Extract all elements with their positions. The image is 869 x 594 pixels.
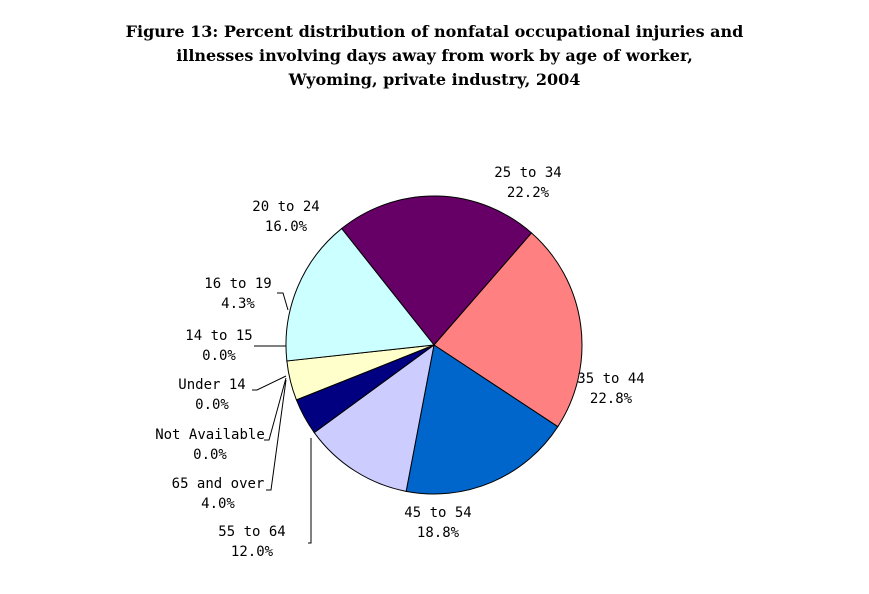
slice-label-value: 22.2% <box>507 185 550 201</box>
slice-label-name: 45 to 54 <box>404 505 471 521</box>
slice-label-name: Under 14 <box>178 377 245 393</box>
leader-line-16-to-19 <box>277 292 289 311</box>
slice-label-not-available: Not Available 0.0% <box>155 427 265 463</box>
slice-label-name: 16 to 19 <box>204 276 271 292</box>
slice-label-45-to-54: 45 to 54 18.8% <box>404 505 471 541</box>
pie-slice-20-to-24 <box>285 227 435 362</box>
slice-label-value: 18.8% <box>417 525 460 541</box>
slice-label-value: 4.3% <box>221 296 255 312</box>
slice-label-value: 12.0% <box>231 544 274 560</box>
chart-title-line-3: Wyoming, private industry, 2004 <box>288 70 581 89</box>
slice-label-55-to-64: 55 to 64 12.0% <box>218 524 285 560</box>
slice-label-name: Not Available <box>155 427 265 443</box>
pie-slice-35-to-44 <box>433 232 583 428</box>
leader-line-55-to-64 <box>308 438 312 544</box>
leader-lines <box>252 292 312 544</box>
slice-label-name: 20 to 24 <box>252 199 319 215</box>
slice-label-value: 0.0% <box>195 397 229 413</box>
pie-slice-25-to-34 <box>340 195 533 346</box>
slice-label-25-to-34: 25 to 34 22.2% <box>494 165 561 201</box>
pie-slice-45-to-54 <box>405 344 559 495</box>
slice-label-65-and-over: 65 and over 4.0% <box>172 476 265 512</box>
leader-line-under-14 <box>252 375 287 391</box>
slice-labels: 25 to 34 22.2% 35 to 44 22.8% 45 to 54 18.8% 5… <box>155 165 645 560</box>
slice-label-value: 22.8% <box>590 391 633 407</box>
slice-label-name: 65 and over <box>172 476 265 492</box>
slice-label-name: 55 to 64 <box>218 524 285 540</box>
slice-label-16-to-19: 16 to 19 4.3% <box>204 276 271 312</box>
slice-label-20-to-24: 20 to 24 16.0% <box>252 199 319 235</box>
chart-title-line-1: Figure 13: Percent distribution of nonfa… <box>125 22 744 41</box>
slice-label-value: 16.0% <box>265 219 308 235</box>
leader-line-65-and-over <box>266 379 287 491</box>
chart-title: Figure 13: Percent distribution of nonfa… <box>0 20 869 92</box>
slice-label-name: 35 to 44 <box>577 371 644 387</box>
slice-label-35-to-44: 35 to 44 22.8% <box>577 371 644 407</box>
slice-label-value: 4.0% <box>201 496 235 512</box>
chart-title-line-2: illnesses involving days away from work … <box>176 46 693 65</box>
slice-label-name: 25 to 34 <box>494 165 561 181</box>
pie-slices <box>285 195 583 495</box>
slice-label-name: 14 to 15 <box>185 328 252 344</box>
pie-slice-55-to-64 <box>313 343 435 492</box>
slice-label-value: 0.0% <box>202 348 236 364</box>
leader-line-not-available <box>264 377 287 441</box>
slice-label-14-to-15: 14 to 15 0.0% <box>185 328 252 364</box>
slice-label-value: 0.0% <box>193 447 227 463</box>
slice-label-under-14: Under 14 0.0% <box>178 377 245 413</box>
